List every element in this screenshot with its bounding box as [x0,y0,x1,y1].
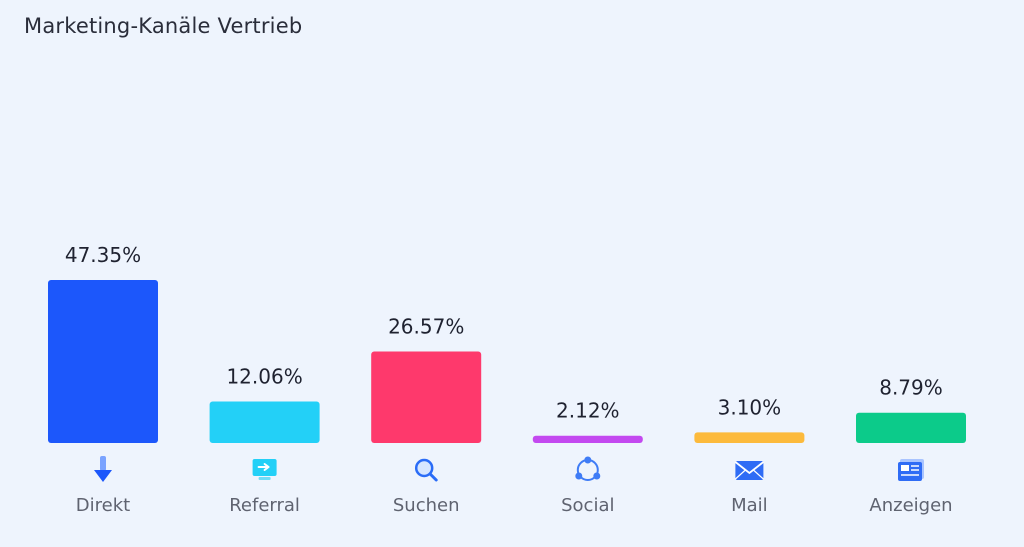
download-arrow-icon [94,456,112,482]
category-label-referral: Referral [229,495,300,516]
value-label-social: 2.12% [556,399,620,423]
newspaper-icon [898,459,924,481]
bar-social[interactable] [532,435,643,443]
chart-title: Marketing-Kanäle Vertrieb [24,14,303,38]
value-label-mail: 3.10% [718,395,782,419]
value-label-referral: 12.06% [226,364,302,388]
value-label-anzeigen: 8.79% [879,376,943,400]
bar-anzeigen[interactable] [856,412,966,443]
bar-direkt[interactable] [48,280,158,443]
bar-referral[interactable] [209,401,320,443]
value-label-suchen: 26.57% [388,315,464,339]
category-label-anzeigen: Anzeigen [869,495,952,516]
share-network-icon [575,456,601,481]
category-label-mail: Mail [731,495,768,516]
bar-suchen[interactable] [371,351,482,443]
magnifier-icon [414,458,438,482]
category-label-social: Social [561,495,614,516]
category-label-suchen: Suchen [393,495,460,516]
category-label-direkt: Direkt [76,495,130,516]
value-label-direkt: 47.35% [65,243,141,267]
monitor-arrow-icon [252,459,277,480]
bar-mail[interactable] [694,432,805,443]
envelope-icon [734,461,764,480]
